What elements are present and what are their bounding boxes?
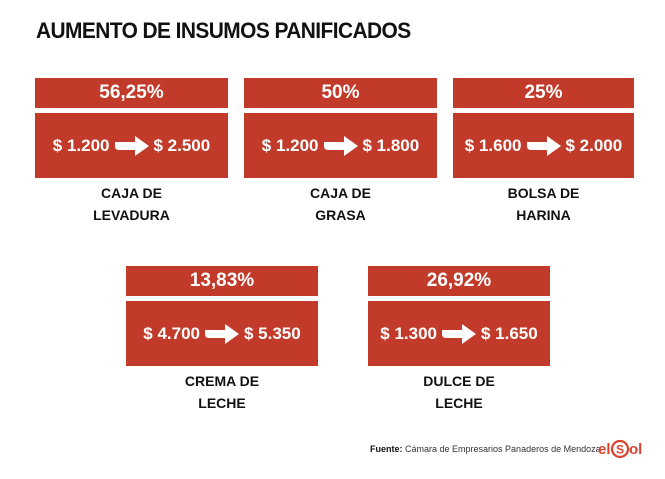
elsol-logo: el S ol [598,439,642,459]
item-label: CREMA DE LECHE [126,370,318,414]
price-to: $ 1.800 [362,135,420,155]
item-label-line1: BOLSA DE [507,185,580,201]
price-change: $ 4.700 $ 5.350 [126,301,318,366]
item-label: BOLSA DE HARINA [453,182,634,226]
item-label-line1: CAJA DE [310,185,371,201]
price-from: $ 1.200 [52,135,110,155]
source-footer: Fuente: Cámara de Empresarios Panaderos … [370,444,601,454]
percent-badge: 25% [453,78,634,108]
item-label: DULCE DE LECHE [368,370,550,414]
right-arrow-icon [323,135,358,156]
item-card-levadura: 56,25% $ 1.200 $ 2.500 CAJA DE LEVADURA [35,78,228,228]
price-change: $ 1.200 $ 2.500 [35,113,228,178]
percent-badge: 26,92% [368,266,550,296]
right-arrow-icon [205,323,239,344]
item-label-line1: CAJA DE [101,185,162,201]
source-label: Fuente: [370,444,403,454]
price-from: $ 1.600 [464,135,522,155]
logo-text-circle: S [616,443,624,457]
percent-badge: 50% [244,78,437,108]
item-label: CAJA DE LEVADURA [35,182,228,226]
item-label-line2: HARINA [516,207,571,223]
price-to: $ 2.500 [153,135,211,155]
price-from: $ 1.300 [380,323,437,343]
right-arrow-icon [114,135,149,156]
logo-text-right: ol [629,441,642,458]
price-to: $ 5.350 [244,323,301,343]
price-change: $ 1.200 $ 1.800 [244,113,437,178]
item-label-line1: CREMA DE [184,373,260,389]
page-title: AUMENTO DE INSUMOS PANIFICADOS [36,18,411,43]
percent-badge: 13,83% [126,266,318,296]
price-from: $ 4.700 [143,323,200,343]
right-arrow-icon [526,135,561,156]
item-card-crema-de-leche: 13,83% $ 4.700 $ 5.350 CREMA DE LECHE [126,266,318,416]
item-card-harina: 25% $ 1.600 $ 2.000 BOLSA DE HARINA [453,78,634,228]
item-label-line2: GRASA [315,207,366,223]
item-card-dulce-de-leche: 26,92% $ 1.300 $ 1.650 DULCE DE LECHE [368,266,550,416]
item-label-line2: LECHE [435,395,483,411]
right-arrow-icon [442,323,476,344]
item-label: CAJA DE GRASA [244,182,437,226]
item-label-line2: LEVADURA [93,207,170,223]
price-change: $ 1.300 $ 1.650 [368,301,550,366]
percent-badge: 56,25% [35,78,228,108]
item-label-line1: DULCE DE [423,373,495,389]
item-card-grasa: 50% $ 1.200 $ 1.800 CAJA DE GRASA [244,78,437,228]
logo-text-left: el [598,441,611,458]
price-to: $ 1.650 [481,323,538,343]
price-from: $ 1.200 [261,135,319,155]
item-label-line2: LECHE [198,395,246,411]
price-change: $ 1.600 $ 2.000 [453,113,634,178]
source-text: Cámara de Empresarios Panaderos de Mendo… [405,444,601,454]
price-to: $ 2.000 [565,135,623,155]
